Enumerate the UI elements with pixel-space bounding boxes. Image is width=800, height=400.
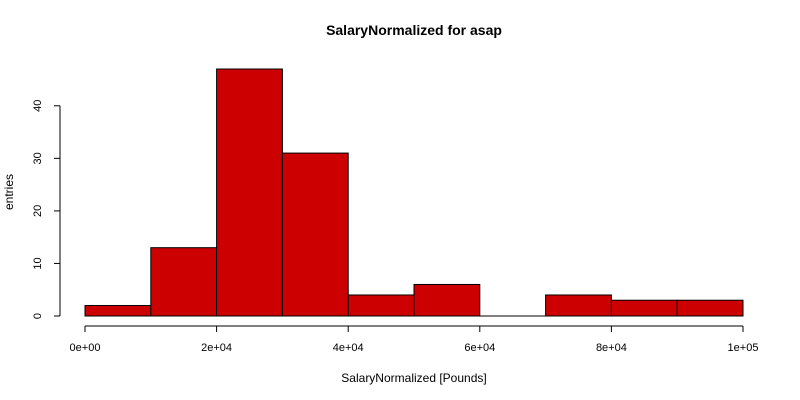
x-axis-label: SalaryNormalized [Pounds] [341,371,486,385]
x-tick-label: 8e+04 [596,342,627,354]
x-axis: 0e+00 2e+04 4e+04 6e+04 8e+04 1e+05 [70,325,759,354]
histogram-bar [676,299,744,317]
histogram-bar [281,152,349,317]
y-axis-label: entries [2,174,16,210]
x-tick-label: 6e+04 [464,342,495,354]
histogram-bar [347,294,415,317]
histogram-bar [216,68,283,317]
histogram-bar [413,283,481,317]
x-tick-label: 1e+05 [728,342,759,354]
histogram-bar [84,304,152,317]
x-tick-label: 4e+04 [333,342,364,354]
y-tick-label: 30 [32,152,44,164]
y-tick-label: 40 [32,100,44,112]
histogram-bar [150,247,218,317]
histogram-bars [84,68,744,317]
chart-title: SalaryNormalized for asap [326,22,502,38]
histogram-bar [610,299,678,317]
histogram-bar [545,294,612,317]
x-tick-label: 2e+04 [201,342,232,354]
y-tick-label: 20 [32,205,44,217]
x-tick-label: 0e+00 [70,342,101,354]
y-axis: 0 10 20 30 40 [32,100,61,319]
y-tick-label: 10 [32,257,44,269]
y-tick-label: 0 [32,313,44,319]
